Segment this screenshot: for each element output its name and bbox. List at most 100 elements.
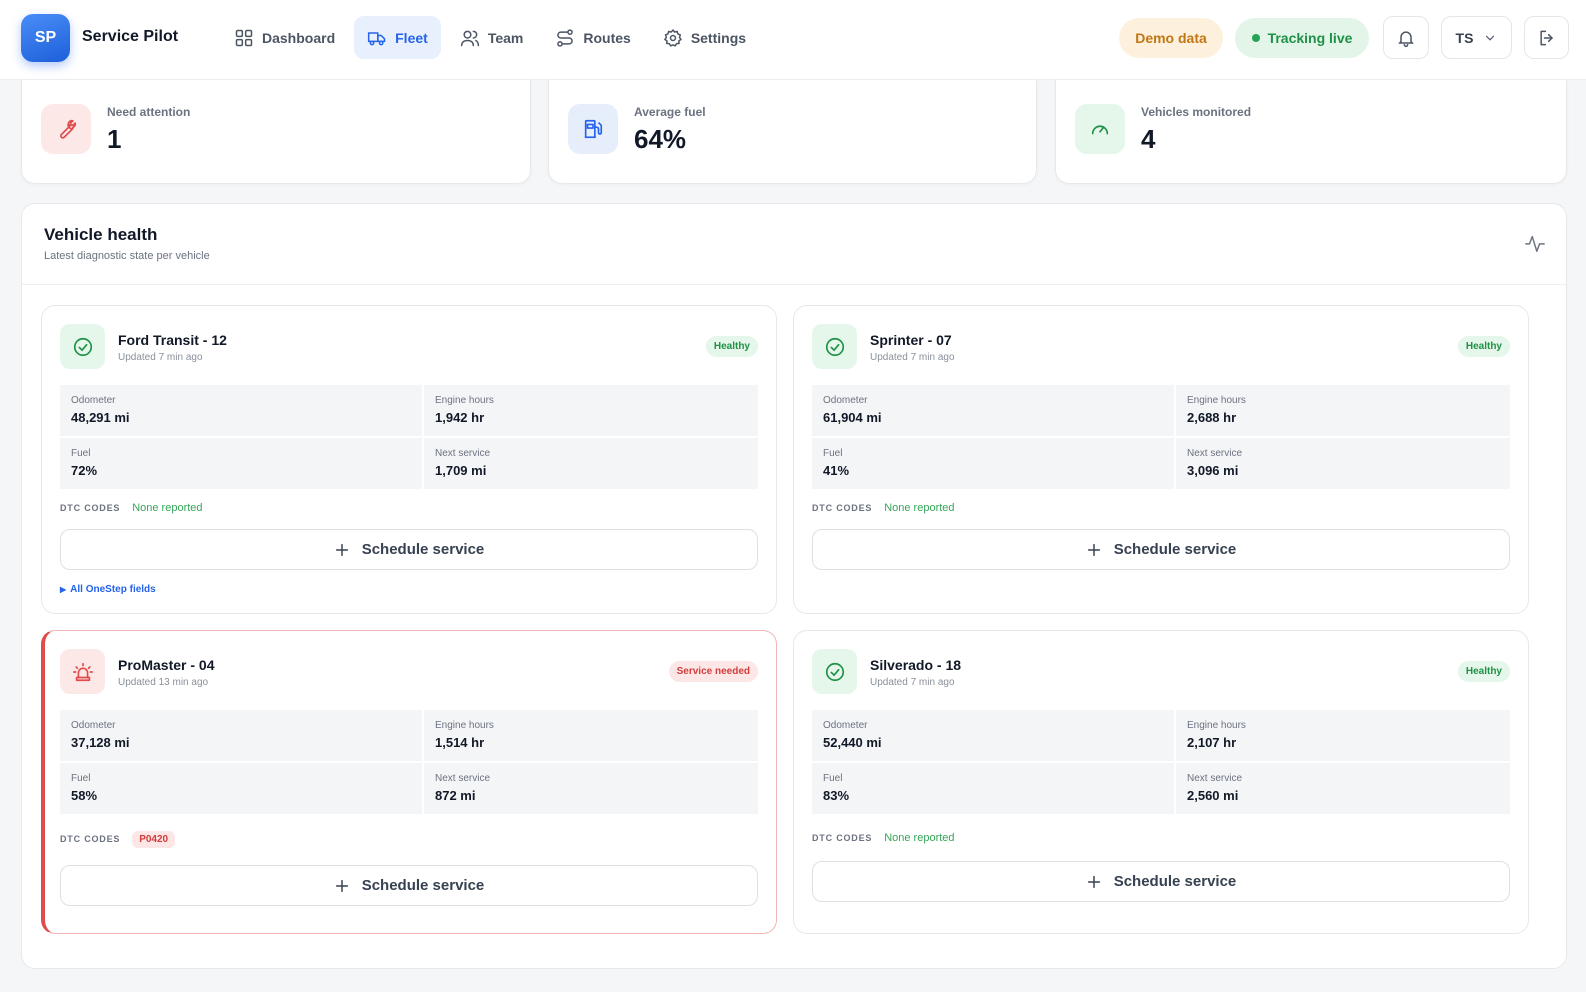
status-badge: Healthy [705,336,758,357]
chevron-down-icon [1486,35,1495,41]
dtc-row: DTC CODES P0420 [60,829,176,849]
metric-label: Next service [1187,448,1243,459]
notifications-button[interactable] [1383,16,1429,59]
next-service-cell: Next service 3,096 mi [1176,438,1510,489]
vehicle-name: Ford Transit - 12 [118,332,227,348]
metric-label: Fuel [71,448,91,459]
grid-icon [235,29,253,46]
schedule-service-button[interactable]: Schedule service [812,861,1510,902]
route-icon [557,28,574,47]
status-badge: Healthy [1457,661,1510,682]
check-circle-icon [825,337,844,356]
onestep-fields-toggle[interactable]: ▶ All OneStep fields [60,584,156,595]
fuel-value: 72% [71,463,98,478]
schedule-label: Schedule service [1113,541,1237,558]
plus-icon [335,543,348,556]
nav-routes-label: Routes [583,29,631,46]
dtc-none: None reported [884,502,955,514]
fuel-icon [584,119,603,139]
schedule-service-button[interactable]: Schedule service [60,529,758,570]
schedule-service-button[interactable]: Schedule service [812,529,1510,570]
next-service-value: 1,709 mi [435,463,487,478]
nav-routes[interactable]: Routes [542,16,643,59]
status-badge: Healthy [1457,336,1510,357]
metric-label: Odometer [71,395,116,406]
vehicle-status-icon-box [812,649,857,694]
nav-settings[interactable]: Settings [650,16,759,59]
next-service-value: 3,096 mi [1187,463,1239,478]
vehicle-card: Ford Transit - 12 Updated 7 min ago Heal… [41,305,777,614]
vehicle-metrics: Odometer 37,128 mi Engine hours 1,514 hr F… [60,710,758,814]
nav-dashboard-label: Dashboard [262,29,336,46]
onestep-label: All OneStep fields [70,584,156,595]
vehicle-updated: Updated 7 min ago [118,352,203,363]
wrench-icon [60,119,77,139]
vehicle-name: Silverado - 18 [870,657,962,673]
stat-need-attention: Need attention 1 [21,80,531,184]
stat-value: 1 [107,124,122,154]
demo-data-badge[interactable]: Demo data [1119,18,1223,58]
vehicle-updated: Updated 7 min ago [870,352,955,363]
odometer-cell: Odometer 48,291 mi [60,385,422,436]
next-service-cell: Next service 2,560 mi [1176,763,1510,814]
next-service-cell: Next service 872 mi [424,763,758,814]
stat-icon-box [1075,104,1125,154]
engine-hours-value: 2,107 hr [1187,735,1237,750]
fuel-cell: Fuel 83% [812,763,1174,814]
metric-label: Odometer [71,720,116,731]
vehicle-status-icon-box [60,649,105,694]
logout-icon [1539,30,1553,45]
vehicle-name: ProMaster - 04 [118,657,215,673]
app-logo[interactable]: SP [21,14,70,62]
nav-fleet[interactable]: Fleet [354,16,441,59]
metric-label: Fuel [823,448,843,459]
engine-hours-cell: Engine hours 1,514 hr [424,710,758,761]
vehicle-metrics: Odometer 48,291 mi Engine hours 1,942 hr F… [60,385,758,489]
schedule-service-button[interactable]: Schedule service [60,865,758,906]
dtc-none: None reported [132,502,203,514]
metric-label: Next service [435,448,491,459]
main-nav: Dashboard Fleet Team Routes Settings [221,16,759,59]
metric-label: Engine hours [1187,395,1246,406]
logout-button[interactable] [1524,16,1569,59]
fuel-value: 58% [71,788,98,803]
stat-value: 4 [1141,124,1156,154]
metric-label: Engine hours [435,720,494,731]
stat-label: Vehicles monitored [1141,105,1252,119]
schedule-label: Schedule service [361,877,485,894]
odometer-cell: Odometer 52,440 mi [812,710,1174,761]
tracking-status[interactable]: Tracking live [1235,18,1369,58]
nav-dashboard[interactable]: Dashboard [221,16,348,59]
activity-icon[interactable] [1524,232,1546,254]
schedule-label: Schedule service [361,541,485,558]
check-circle-icon [825,662,844,681]
dtc-label: DTC CODES [60,503,121,513]
next-service-cell: Next service 1,709 mi [424,438,758,489]
vehicle-health-panel: Vehicle health Latest diagnostic state p… [21,203,1567,969]
plus-icon [1087,543,1100,556]
dtc-none: None reported [884,832,955,844]
user-menu-button[interactable]: TS [1441,16,1512,59]
dtc-code-chip[interactable]: P0420 [132,830,176,848]
odometer-value: 52,440 mi [823,735,882,750]
odometer-value: 61,904 mi [823,410,882,425]
dtc-label: DTC CODES [812,503,873,513]
odometer-value: 48,291 mi [71,410,130,425]
metric-label: Odometer [823,720,868,731]
fuel-cell: Fuel 41% [812,438,1174,489]
vehicle-card-alert: ProMaster - 04 Updated 13 min ago Servic… [41,630,777,934]
nav-team[interactable]: Team [447,16,537,59]
vehicle-metrics: Odometer 61,904 mi Engine hours 2,688 hr F… [812,385,1510,489]
fuel-cell: Fuel 58% [60,763,422,814]
panel-subtitle: Latest diagnostic state per vehicle [44,250,210,262]
odometer-cell: Odometer 61,904 mi [812,385,1174,436]
plus-icon [335,879,348,892]
status-badge: Service needed [668,661,758,682]
top-bar: SP Service Pilot Dashboard Fleet Team Ro… [0,0,1586,80]
nav-team-label: Team [487,29,524,46]
next-service-value: 872 mi [435,788,476,803]
engine-hours-cell: Engine hours 2,688 hr [1176,385,1510,436]
dtc-label: DTC CODES [812,833,873,843]
engine-hours-value: 1,942 hr [435,410,485,425]
metric-label: Odometer [823,395,868,406]
